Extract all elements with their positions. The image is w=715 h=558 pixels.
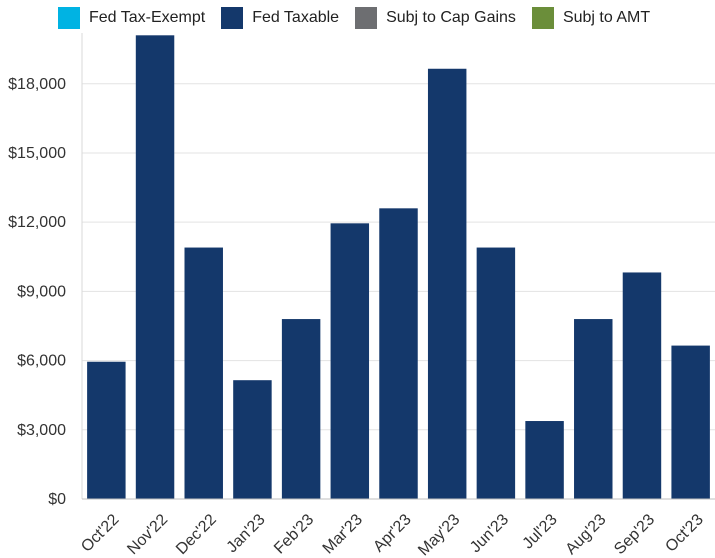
- y-tick-label: $0: [48, 491, 66, 508]
- legend-swatch: [58, 7, 80, 29]
- legend-item[interactable]: Fed Taxable: [221, 7, 339, 29]
- bar[interactable]: [87, 361, 126, 499]
- y-tick-label: $18,000: [8, 76, 66, 93]
- x-axis-tick-labels: Oct'22 Nov'22 Dec'22 Jan'23 Feb'23 Mar'23 Apr'…: [78, 511, 707, 558]
- bar[interactable]: [233, 380, 272, 499]
- bar-series: [87, 35, 710, 500]
- legend-swatch: [221, 7, 244, 29]
- legend-label: Fed Taxable: [252, 9, 340, 26]
- y-tick-label: $6,000: [17, 353, 66, 370]
- legend-item[interactable]: Fed Tax-Exempt: [58, 7, 205, 29]
- x-tick-label: Oct'22: [78, 511, 122, 555]
- x-tick-label: Feb'23: [271, 511, 317, 557]
- bar[interactable]: [427, 68, 467, 500]
- bar[interactable]: [184, 247, 223, 499]
- legend-swatch: [531, 7, 554, 29]
- y-tick-label: $15,000: [8, 145, 66, 162]
- bar[interactable]: [574, 319, 613, 499]
- legend-item[interactable]: Subj to Cap Gains: [355, 7, 516, 29]
- y-tick-label: $12,000: [8, 214, 66, 231]
- bar[interactable]: [379, 208, 418, 500]
- x-tick-label: Sep'23: [611, 511, 658, 558]
- legend-item[interactable]: Subj to AMT: [531, 7, 651, 29]
- x-tick-label: Aug'23: [563, 511, 610, 558]
- y-tick-label: $9,000: [17, 283, 66, 300]
- x-tick-label: Mar'23: [320, 511, 366, 557]
- x-tick-label: Nov'22: [124, 511, 171, 558]
- x-tick-label: Dec'22: [173, 511, 220, 558]
- bar[interactable]: [671, 345, 710, 499]
- x-tick-label: Jun'23: [467, 511, 512, 556]
- x-tick-label: Oct'23: [662, 511, 706, 555]
- legend-label: Fed Tax-Exempt: [89, 9, 206, 26]
- bar[interactable]: [330, 223, 370, 499]
- x-tick-label: May'23: [415, 511, 463, 558]
- legend-label: Subj to Cap Gains: [386, 9, 516, 26]
- bar[interactable]: [281, 319, 321, 499]
- chart-legend: Fed Tax-Exempt Fed Taxable Subj to Cap Gai…: [58, 6, 666, 30]
- legend-swatch: [355, 7, 378, 29]
- bar[interactable]: [476, 247, 516, 499]
- bar[interactable]: [525, 421, 564, 499]
- bar[interactable]: [135, 35, 175, 499]
- bar[interactable]: [622, 272, 662, 499]
- legend-label: Subj to AMT: [562, 9, 651, 26]
- y-tick-label: $3,000: [17, 422, 66, 439]
- x-tick-label: Jan'23: [224, 511, 269, 556]
- x-tick-label: Jul'23: [520, 511, 561, 552]
- x-tick-label: Apr'23: [370, 511, 414, 555]
- y-axis-tick-labels: $0 $3,000 $6,000 $9,000 $12,000 $15,000 $18,00…: [8, 76, 66, 508]
